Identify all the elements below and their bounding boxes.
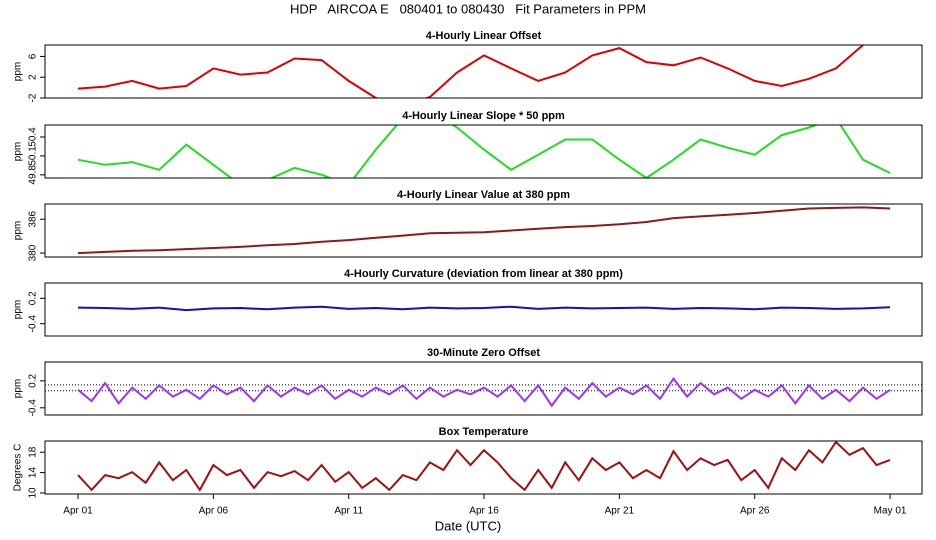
y-tick-label: 18: [28, 446, 39, 458]
data-line: [77, 45, 864, 98]
y-tick-label: -0.4: [28, 399, 39, 417]
plot-area: [77, 441, 891, 492]
y-tick-label: 386: [28, 210, 39, 227]
y-tick-label: 380: [28, 244, 39, 261]
plot-area: [77, 125, 891, 178]
y-tick-label: -0.4: [28, 315, 39, 333]
x-axis-label: Date (UTC): [435, 518, 501, 533]
y-axis-label: ppm: [13, 300, 24, 319]
panel-frame: [44, 124, 923, 179]
x-tick-label: Apr 16: [469, 506, 499, 517]
plot-area: [77, 45, 864, 98]
y-tick-label: 6: [28, 53, 39, 59]
panel-frame: [44, 203, 923, 258]
y-tick-label: 2: [28, 74, 39, 80]
panel-frame: [44, 282, 923, 337]
y-axis-label: ppm: [13, 221, 24, 240]
data-line: [77, 376, 891, 408]
y-tick-label: 50.4: [28, 127, 39, 147]
x-tick-label: Apr 01: [63, 506, 93, 517]
y-tick-label: 0.2: [28, 373, 39, 387]
x-tick-label: Apr 06: [199, 506, 229, 517]
y-axis-label: ppm: [13, 62, 24, 81]
panel-frame: [44, 440, 923, 495]
panel-title: 4-Hourly Linear Value at 380 ppm: [397, 189, 570, 201]
plot-area: [77, 206, 891, 255]
panel-frame: [44, 361, 923, 416]
data-line: [77, 441, 891, 492]
panel-title: 30-Minute Zero Offset: [427, 347, 540, 359]
panel-title: 4-Hourly Linear Offset: [426, 30, 542, 42]
x-tick-label: Apr 11: [334, 506, 363, 517]
y-tick-label: -2: [28, 93, 39, 102]
y-tick-label: 50.1: [28, 146, 39, 166]
panel-frame: [44, 44, 923, 99]
plot-area: [45, 376, 922, 408]
y-axis-label: Degrees C: [13, 444, 24, 492]
y-axis-label: ppm: [13, 142, 24, 161]
panel-title: 4-Hourly Linear Slope * 50 ppm: [402, 110, 565, 122]
plot-area: [77, 305, 891, 312]
y-tick-label: 10: [28, 487, 39, 499]
x-tick-label: May 01: [874, 506, 907, 517]
y-tick-label: 14: [28, 467, 39, 479]
data-line: [77, 125, 891, 178]
data-line: [77, 206, 891, 255]
panel-title: Box Temperature: [439, 426, 529, 438]
y-tick-label: 0.2: [28, 291, 39, 305]
chart-title: HDP AIRCOA E 080401 to 080430 Fit Parame…: [290, 1, 646, 16]
y-axis-label: ppm: [13, 379, 24, 398]
x-tick-label: Apr 26: [740, 506, 770, 517]
data-line: [77, 305, 891, 312]
y-tick-label: 49.8: [28, 165, 39, 185]
panel-title: 4-Hourly Curvature (deviation from linea…: [344, 268, 623, 280]
x-tick-label: Apr 21: [605, 506, 635, 517]
